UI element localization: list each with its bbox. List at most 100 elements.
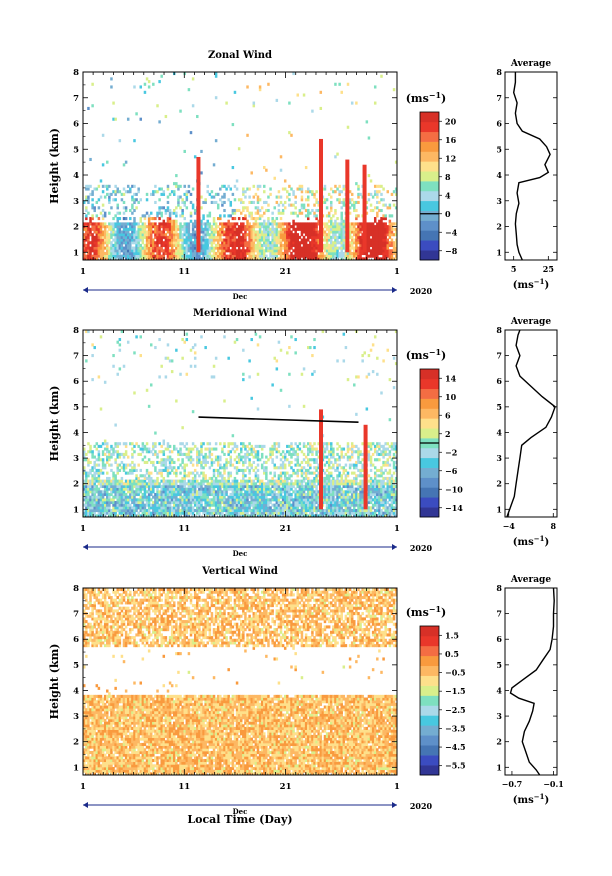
average-y-tick-label: 7 (496, 93, 502, 103)
colorbar-tick-label: 10 (445, 392, 457, 402)
y-tick-label: 4 (73, 428, 79, 438)
colorbar-segment (420, 131, 439, 142)
month-span-arrow-left (83, 287, 88, 293)
colorbar-segment (420, 457, 439, 468)
y-tick-label: 6 (73, 377, 79, 387)
colorbar-segment (420, 685, 439, 696)
average-panel: Average 1 2 3 4 5 6 7 8 5 25 (ms−1) (496, 59, 558, 291)
y-tick-label: 7 (73, 94, 79, 104)
colorbar-unit-base: (ms (406, 606, 429, 619)
colorbar-tick-label: 0 (445, 209, 451, 219)
colorbar-unit-close: ) (441, 349, 446, 362)
y-tick-label: 3 (73, 712, 79, 722)
y-tick-label: 5 (73, 403, 79, 413)
x-tick-label: 11 (178, 782, 190, 792)
colorbar-segment (420, 230, 439, 241)
average-frame (504, 587, 558, 776)
colorbar-unit-close: ) (441, 92, 446, 105)
colorbar-segment (420, 181, 439, 192)
month-label: Dec (233, 549, 248, 558)
y-axis-label: Height (km) (48, 128, 61, 204)
colorbar-segment (420, 745, 439, 756)
average-x-tick-label: −0.1 (543, 779, 564, 789)
colorbar-frame (419, 111, 440, 261)
colorbar-segment (420, 171, 439, 182)
average-x-tick-label: 5 (511, 264, 517, 274)
colorbar-segment (420, 695, 439, 706)
colorbar-tick-label: 2 (445, 429, 451, 439)
average-frame (504, 71, 558, 261)
average-y-tick-label: 3 (496, 453, 502, 463)
y-tick-label: 4 (73, 171, 79, 181)
colorbar-unit-exponent: −1 (429, 347, 441, 357)
colorbar-unit: (ms−1) (406, 347, 447, 362)
colorbar-tick-label: −6 (445, 466, 458, 476)
colorbar-tick-label: 20 (445, 116, 457, 126)
y-tick-label: 3 (73, 197, 79, 207)
colorbar-segment (420, 112, 439, 123)
x-tick-label: 1 (394, 524, 400, 534)
y-tick-label: 5 (73, 145, 79, 155)
colorbar-segment (420, 220, 439, 231)
colorbar-tick-label: 8 (445, 172, 451, 182)
heatmap-cells (83, 72, 398, 261)
average-x-label-base: (ms (513, 795, 534, 806)
average-x-label: (ms−1) (513, 277, 549, 291)
average-y-tick-label: 8 (496, 325, 502, 335)
average-y-tick-label: 2 (496, 737, 502, 747)
average-y-tick-label: 6 (496, 376, 502, 386)
year-label: 2020 (410, 543, 433, 553)
colorbar-segment (420, 141, 439, 152)
average-y-tick-label: 5 (496, 660, 502, 670)
colorbar-frame (419, 625, 440, 776)
average-y-tick-label: 2 (496, 479, 502, 489)
year-label: 2020 (410, 286, 433, 296)
colorbar-tick-label: 1.5 (445, 630, 459, 640)
colorbar-unit-exponent: −1 (429, 604, 441, 614)
colorbar-segment (420, 635, 439, 647)
colorbar-segment (420, 250, 439, 261)
colorbar-tick-label: 12 (445, 153, 456, 163)
colorbar-segment (420, 715, 439, 726)
x-tick-label: 1 (80, 524, 86, 534)
y-tick-label: 1 (73, 505, 79, 515)
average-x-label-close: ) (544, 280, 549, 291)
colorbar-segment (420, 428, 439, 439)
colorbar-segment (420, 240, 439, 251)
y-tick-label: 8 (73, 68, 79, 78)
y-axis-label: Height (km) (48, 386, 61, 462)
average-x-label: (ms−1) (513, 792, 549, 806)
colorbar-segment (420, 388, 439, 399)
colorbar-segment (420, 151, 439, 162)
average-x-label-close: ) (544, 537, 549, 548)
y-tick-label: 6 (73, 635, 79, 645)
colorbar-tick-label: −4.5 (445, 742, 466, 752)
y-tick-label: 8 (73, 326, 79, 336)
colorbar-segment (420, 487, 439, 498)
average-x-label-exponent: −1 (534, 792, 545, 801)
average-x-label: (ms−1) (513, 534, 549, 548)
average-y-tick-label: 5 (496, 402, 502, 412)
colorbar-segment (420, 369, 439, 380)
y-tick-label: 5 (73, 661, 79, 671)
average-y-tick-label: 8 (496, 583, 502, 593)
colorbar-segment (420, 210, 439, 221)
y-tick-label: 3 (73, 454, 79, 464)
colorbar-tick-label: −2 (445, 447, 457, 457)
x-tick-label: 1 (394, 782, 400, 792)
average-y-tick-label: 1 (496, 247, 502, 257)
convective-streak (196, 156, 201, 253)
month-span-arrow-right (392, 802, 397, 808)
average-title: Average (510, 317, 551, 327)
x-tick-label: 1 (80, 267, 86, 277)
y-tick-label: 6 (73, 120, 79, 130)
colorbar-segment (420, 665, 439, 676)
colorbar-segment (420, 378, 439, 390)
colorbar-tick-label: −4 (445, 227, 458, 237)
average-y-tick-label: 8 (496, 67, 502, 77)
average-profile-line (506, 329, 556, 518)
